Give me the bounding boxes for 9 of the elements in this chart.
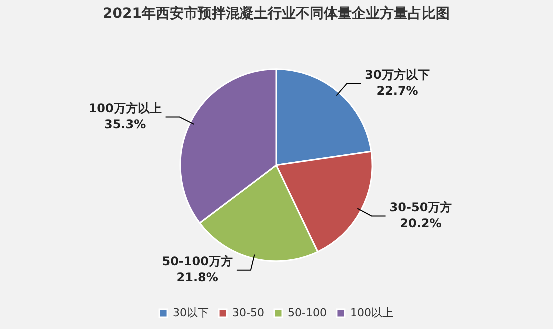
legend-label: 30-50 [232,306,265,320]
data-label: 50-100万方 21.8% [162,254,233,284]
data-label: 30万方以下 22.7% [365,68,430,98]
chart-title: 2021年西安市预拌混凝土行业不同体量企业方量占比图 [103,5,450,22]
legend-label: 30以下 [173,306,210,320]
legend-label: 100以上 [350,306,394,320]
data-label: 30-50万方 20.2% [390,200,452,230]
legend-label: 50-100 [288,306,327,320]
data-label: 100万方以上 35.3% [88,101,162,132]
